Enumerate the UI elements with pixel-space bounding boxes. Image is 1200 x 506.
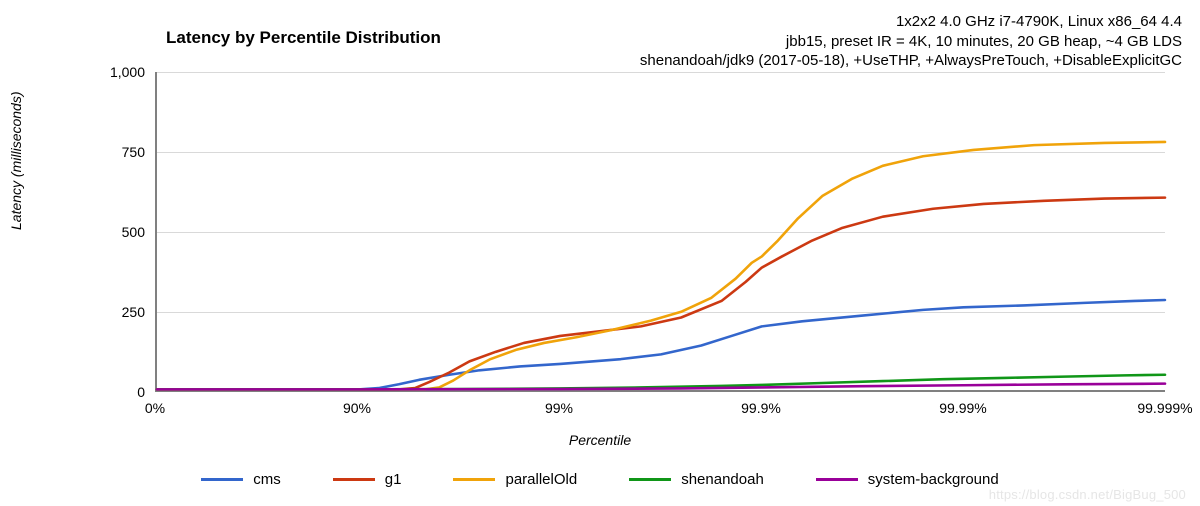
x-tick-label: 99.9% xyxy=(741,400,781,416)
legend-entry-cms: cms xyxy=(201,471,281,488)
legend-entry-g1: g1 xyxy=(333,471,402,488)
legend-entry-parallelOld: parallelOld xyxy=(453,471,577,488)
legend-label: shenandoah xyxy=(681,471,764,488)
legend-label: cms xyxy=(253,471,281,488)
y-tick-label: 1,000 xyxy=(85,64,145,80)
legend: cms g1 parallelOld shenandoah system-backgro… xyxy=(0,471,1200,488)
x-tick-label: 0% xyxy=(145,400,165,416)
series-shenandoah xyxy=(157,375,1165,390)
header-line3: shenandoah/jdk9 (2017-05-18), +UseTHP, +… xyxy=(640,51,1182,71)
series-cms xyxy=(157,300,1165,389)
legend-swatch xyxy=(629,478,671,481)
series-g1 xyxy=(157,198,1165,390)
legend-entry-shenandoah: shenandoah xyxy=(629,471,764,488)
x-axis-title: Percentile xyxy=(0,432,1200,448)
series-svg xyxy=(157,72,1165,390)
legend-swatch xyxy=(333,478,375,481)
legend-label: g1 xyxy=(385,471,402,488)
x-tick-label: 90% xyxy=(343,400,371,416)
header-line2: jbb15, preset IR = 4K, 10 minutes, 20 GB… xyxy=(640,32,1182,52)
legend-entry-system-background: system-background xyxy=(816,471,999,488)
legend-label: parallelOld xyxy=(505,471,577,488)
y-tick-label: 750 xyxy=(85,144,145,160)
plot-area xyxy=(155,72,1165,392)
legend-label: system-background xyxy=(868,471,999,488)
header-info: 1x2x2 4.0 GHz i7-4790K, Linux x86_64 4.4… xyxy=(640,12,1182,71)
series-parallelOld xyxy=(157,142,1165,389)
y-tick-label: 0 xyxy=(85,384,145,400)
x-tick-label: 99% xyxy=(545,400,573,416)
header-line1: 1x2x2 4.0 GHz i7-4790K, Linux x86_64 4.4 xyxy=(640,12,1182,32)
y-tick-label: 500 xyxy=(85,224,145,240)
legend-swatch xyxy=(201,478,243,481)
y-tick-label: 250 xyxy=(85,304,145,320)
x-tick-label: 99.99% xyxy=(939,400,986,416)
chart-title: Latency by Percentile Distribution xyxy=(166,28,441,48)
legend-swatch xyxy=(816,478,858,481)
legend-swatch xyxy=(453,478,495,481)
watermark: https://blog.csdn.net/BigBug_500 xyxy=(989,487,1186,502)
y-axis-title: Latency (milliseconds) xyxy=(8,92,24,231)
x-tick-label: 99.999% xyxy=(1137,400,1192,416)
